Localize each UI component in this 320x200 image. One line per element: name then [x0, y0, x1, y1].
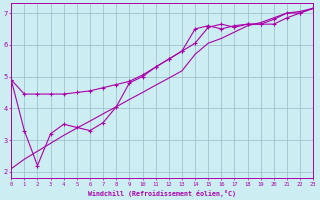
X-axis label: Windchill (Refroidissement éolien,°C): Windchill (Refroidissement éolien,°C) [88, 190, 236, 197]
